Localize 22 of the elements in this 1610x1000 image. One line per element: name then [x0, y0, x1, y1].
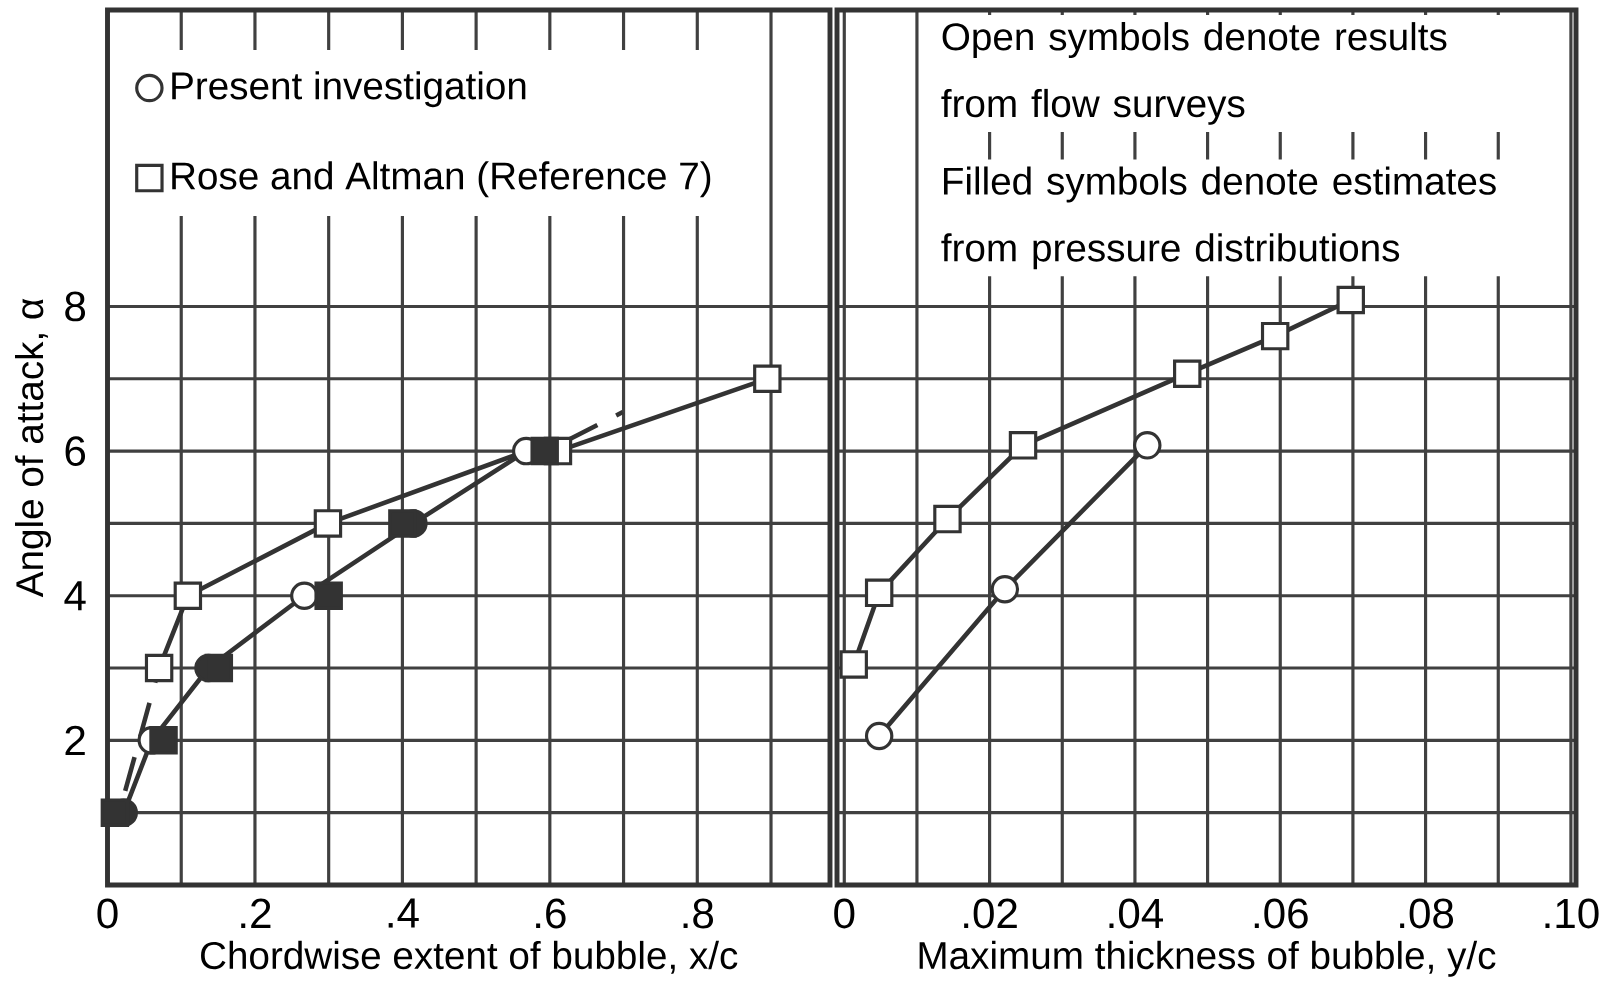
legend-label: Rose and Altman (Reference 7) — [172, 161, 711, 198]
x-axis-title: Chordwise extent of bubble, x/c — [201, 940, 738, 974]
x-tick-label: .6 — [536, 898, 566, 929]
x-tick-label: 0 — [97, 898, 118, 929]
x-tick-label: .8 — [683, 898, 714, 929]
x-tick-label: 0 — [834, 898, 855, 929]
x-axis-title: Maximum thickness of bubble, y/c — [919, 940, 1496, 977]
y-tick-label: 8 — [65, 291, 86, 322]
y-axis-title: Angle of attack, α — [14, 298, 51, 598]
x-tick-label: .06 — [1254, 898, 1308, 929]
annotation: Open symbols denote results from flow surveys — [941, 22, 1447, 125]
y-tick-label: 4 — [64, 581, 86, 611]
x-tick-label: .2 — [241, 898, 271, 929]
legend-label: Present investigation — [172, 71, 526, 108]
y-tick-label: 6 — [65, 436, 86, 467]
x-tick-label: .04 — [1109, 898, 1163, 929]
x-tick-label: .10 — [1545, 898, 1599, 929]
x-tick-label: .08 — [1400, 898, 1454, 929]
annotation: Filled symbols denote estimates from pressure distributions — [941, 166, 1496, 270]
x-tick-label: .4 — [388, 898, 419, 928]
y-tick-label: 2 — [65, 725, 85, 756]
x-tick-label: .02 — [964, 898, 1017, 929]
